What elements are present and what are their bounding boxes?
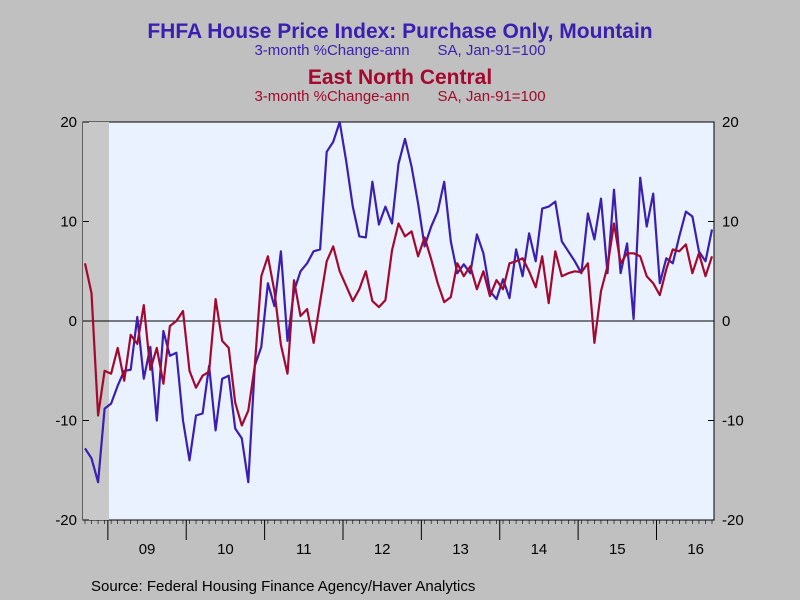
x-tick-label: 13 <box>452 541 469 558</box>
chart-title-mountain: FHFA House Price Index: Purchase Only, M… <box>147 20 653 43</box>
chart-title-east-north-central: East North Central <box>307 66 493 89</box>
chart-subtitle-mountain: 3-month %Change-ann SA, Jan-91=100 <box>0 42 800 59</box>
x-tick-label: 11 <box>296 541 312 558</box>
subtitle-enc-measure: 3-month %Change-ann <box>254 88 410 105</box>
y-tick-label-left: 10 <box>60 214 77 231</box>
subtitle-mountain-basis: SA, Jan-91=100 <box>437 42 546 59</box>
subtitle-enc-basis: SA, Jan-91=100 <box>437 88 546 105</box>
y-tick-label-right: -10 <box>722 413 744 430</box>
y-tick-label-right: 0 <box>722 313 730 330</box>
series-line-mountain <box>84 120 714 484</box>
y-tick-label-left: -10 <box>55 413 77 430</box>
x-tick-label: 10 <box>217 541 234 558</box>
x-tick-label: 14 <box>531 541 548 558</box>
chart-subtitle-east-north-central: 3-month %Change-ann SA, Jan-91=100 <box>0 88 800 105</box>
y-tick-label-left: 0 <box>69 313 77 330</box>
axes-group: 20 20 10 10 0 0 -10 -10 -20 -20 09 10 11 12 13 14 15 16 <box>55 114 743 558</box>
x-tick-label: 09 <box>139 541 156 558</box>
y-tick-label-right: -20 <box>722 512 744 529</box>
x-tick-label: 16 <box>687 541 704 558</box>
x-tick-label: 12 <box>374 541 391 558</box>
y-tick-label-left: -20 <box>55 512 77 529</box>
series-group <box>83 120 714 484</box>
subtitle-mountain-measure: 3-month %Change-ann <box>254 42 410 59</box>
y-tick-label-right: 10 <box>722 214 739 231</box>
y-tick-label-left: 20 <box>60 114 77 131</box>
series-line-east-north-central <box>83 222 714 427</box>
x-tick-label: 15 <box>609 541 626 558</box>
source-note: Source: Federal Housing Finance Agency/H… <box>91 578 476 595</box>
y-tick-label-right: 20 <box>722 114 739 131</box>
